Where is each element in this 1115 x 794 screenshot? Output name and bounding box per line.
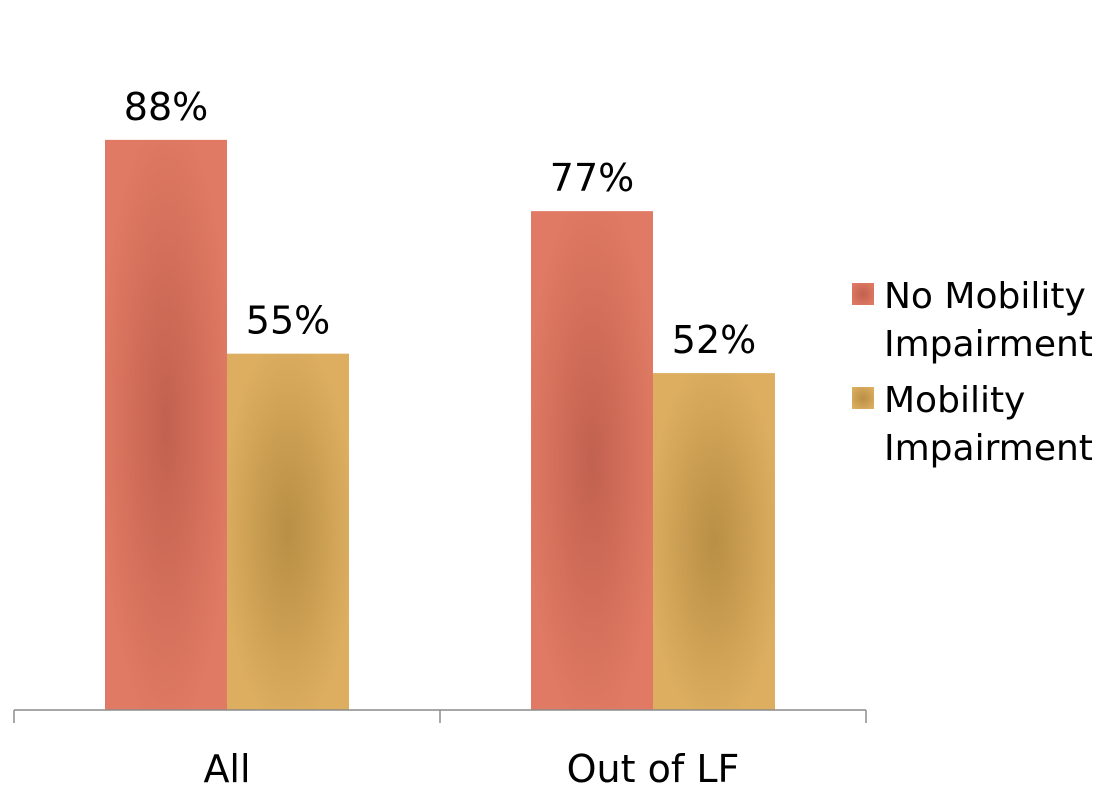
x-tick-label-all: All [203,747,250,791]
legend-item-mobility-impairment: Mobility Impairment [852,377,1112,473]
bar-mobility-impairment-out-of-lf [653,373,775,710]
legend-label-mobility-impairment: Mobility Impairment [884,380,1093,469]
legend-swatch-mobility-impairment [852,387,874,409]
bar-no-mobility-impairment-out-of-lf [531,211,653,711]
legend: No Mobility Impairment Mobility Impairme… [852,273,1112,481]
data-labels-layer: 88% 55% 77% 52% [124,85,756,362]
data-label-mobility-impairment-all: 55% [246,299,330,343]
data-label-no-mobility-impairment-all: 88% [124,85,208,129]
legend-item-no-mobility-impairment: No Mobility Impairment [852,273,1112,369]
x-axis [13,709,867,723]
bars-layer [105,139,775,711]
bar-mobility-impairment-all [227,353,349,710]
bar-no-mobility-impairment-all [105,139,227,710]
legend-label-no-mobility-impairment: No Mobility Impairment [884,276,1093,365]
x-tick-labels: All Out of LF [203,747,739,791]
legend-swatch-no-mobility-impairment [852,283,874,305]
data-label-mobility-impairment-out-of-lf: 52% [672,318,756,362]
data-label-no-mobility-impairment-out-of-lf: 77% [550,156,634,200]
x-tick-label-out-of-lf: Out of LF [567,747,740,791]
